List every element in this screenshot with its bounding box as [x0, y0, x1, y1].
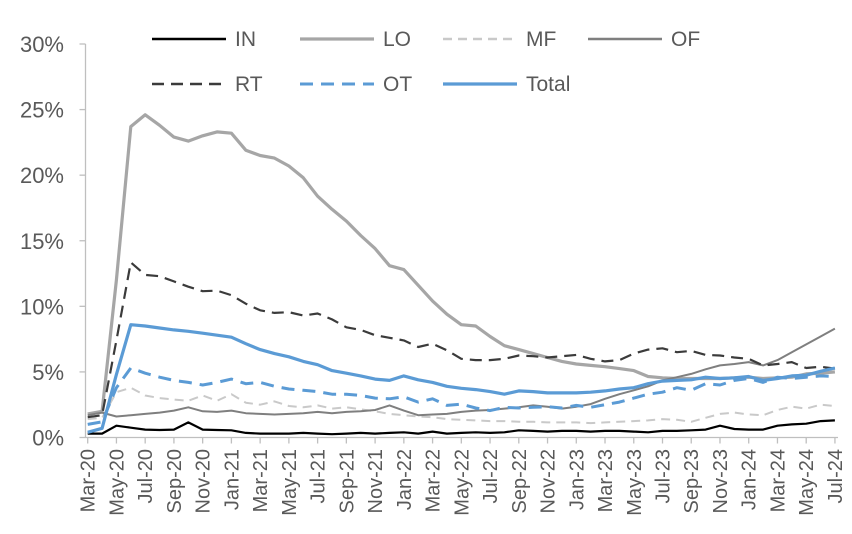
- y-axis-tick-label: 10%: [20, 294, 64, 319]
- x-axis-tick-label: Jul-20: [135, 449, 157, 503]
- x-axis-tick-label: Nov-23: [710, 449, 732, 513]
- legend-label-total: Total: [526, 73, 570, 96]
- series-lines: [87, 113, 836, 436]
- x-axis-tick-label: Jul-22: [480, 449, 502, 503]
- series-line-lo: [87, 113, 836, 416]
- x-axis-tick-label: May-22: [451, 449, 473, 516]
- series-line-mf: [87, 386, 835, 425]
- x-axis-tick-label: Sep-21: [336, 449, 358, 514]
- x-axis-tick-label: Sep-20: [164, 449, 186, 514]
- x-axis: Mar-20 May-20 Jul-20 Sep-20 Nov-20 Jan-21 Mar-…: [78, 437, 847, 516]
- legend-item-rt: RT: [152, 73, 263, 96]
- y-axis-tick-label: 5%: [32, 360, 64, 385]
- legend-item-ot: OT: [300, 73, 412, 96]
- x-axis-tick-label: May-24: [796, 449, 818, 516]
- x-axis-tick-label: Jul-23: [653, 449, 675, 503]
- x-axis-tick-label: Jan-23: [566, 449, 588, 510]
- x-axis-tick-label: Nov-20: [193, 449, 215, 513]
- x-axis-tick-label: Jul-24: [825, 449, 847, 503]
- x-axis-tick-label: Jan-22: [394, 449, 416, 510]
- legend-item-lo: LO: [300, 28, 411, 51]
- x-axis-tick-label: Mar-24: [767, 449, 789, 512]
- y-axis-tick-label: 30%: [20, 32, 64, 57]
- y-axis-tick-label: 15%: [20, 229, 64, 254]
- legend-label-in: IN: [235, 28, 256, 51]
- y-axis-tick-label: 20%: [20, 163, 64, 188]
- legend-label-lo: LO: [383, 28, 411, 51]
- x-axis-tick-label: Jul-21: [308, 449, 330, 503]
- x-axis-tick-label: Mar-20: [78, 449, 100, 512]
- x-axis-tick-label: Mar-23: [595, 449, 617, 512]
- legend-item-of: OF: [588, 28, 700, 51]
- series-line-of: [87, 327, 836, 418]
- legend: IN LO MF OF RT OT Total: [152, 28, 700, 96]
- series-line-ot: [87, 366, 835, 426]
- y-axis-tick-label: 0%: [32, 426, 64, 451]
- legend-label-mf: MF: [526, 28, 556, 51]
- legend-item-in: IN: [152, 28, 256, 51]
- legend-label-rt: RT: [235, 73, 263, 96]
- x-axis-tick-label: Jan-24: [739, 449, 761, 510]
- y-axis-tick-label: 25%: [20, 98, 64, 123]
- x-axis-tick-label: May-23: [624, 449, 646, 516]
- x-axis-tick-label: Sep-23: [681, 449, 703, 514]
- x-axis-tick-label: May-21: [279, 449, 301, 516]
- legend-item-total: Total: [443, 73, 570, 96]
- x-axis-tick-label: Nov-21: [365, 449, 387, 513]
- x-axis-tick-label: Sep-22: [509, 449, 531, 514]
- x-axis-tick-label: Mar-22: [423, 449, 445, 512]
- legend-label-of: OF: [671, 28, 700, 51]
- series-line-in: [87, 419, 835, 436]
- series-line-total: [87, 323, 836, 434]
- x-axis-tick-label: Mar-21: [250, 449, 272, 512]
- legend-label-ot: OT: [383, 73, 412, 96]
- x-axis-tick-label: Jan-21: [221, 449, 243, 510]
- x-axis-tick-label: May-20: [106, 449, 128, 516]
- legend-item-mf: MF: [443, 28, 556, 51]
- y-axis: 0% 5% 10% 15% 20% 25% 30%: [20, 32, 86, 451]
- series-line-rt: [87, 261, 836, 419]
- x-axis-tick-label: Nov-22: [538, 449, 560, 513]
